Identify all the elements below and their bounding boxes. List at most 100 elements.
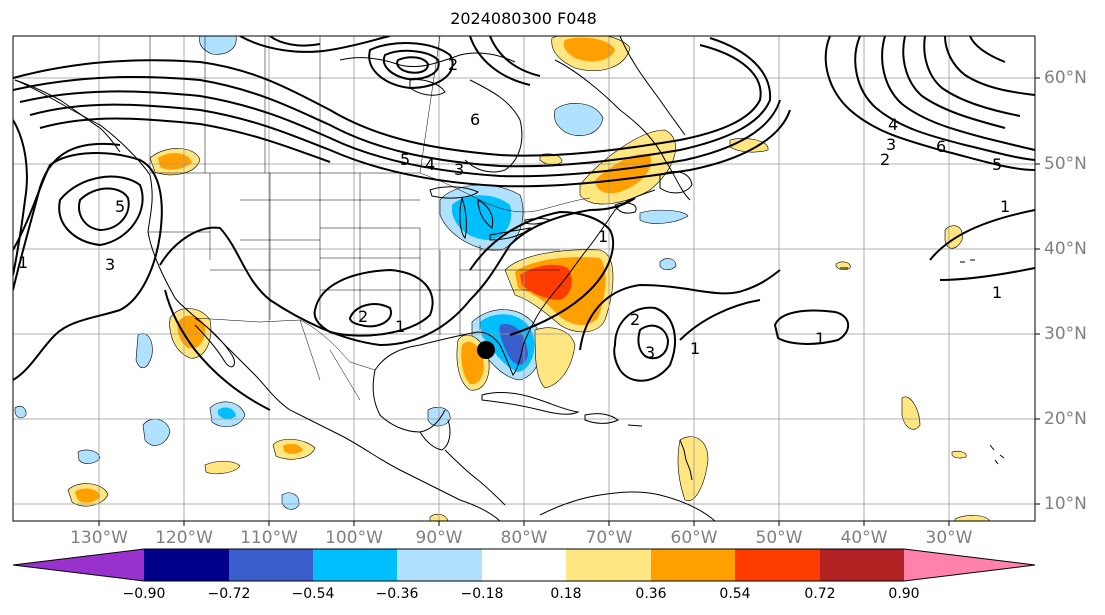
contour-label-group: 6 5 4 3 2 1 3 5 1 2 1 2 3 1 4 3 2 6 5 1 …	[18, 55, 1010, 362]
negative-patch-atlantic-1	[639, 209, 689, 224]
contour-label: 2	[358, 307, 368, 326]
lat-label: 30°N	[1044, 324, 1087, 344]
positive-patch-south-2	[954, 515, 991, 521]
contour-label: 5	[115, 197, 125, 216]
arctic-island-2	[409, 79, 446, 96]
lon-label: 130°W	[70, 528, 128, 548]
baja-coast	[194, 317, 235, 368]
greenland-west	[619, 36, 686, 136]
contour-ne-2	[854, 36, 1035, 161]
lon-label: 60°W	[670, 528, 718, 548]
contour-ne-3	[881, 36, 1035, 151]
contour-label: 4	[888, 115, 898, 134]
contour-ne-7	[969, 36, 1006, 63]
contour-ne-5	[923, 36, 1021, 117]
positive-patch-atlantic-4	[835, 261, 851, 271]
contour-se-low-2	[348, 303, 392, 328]
positive-patch-atlantic-7	[539, 153, 563, 165]
colorbar-bin	[144, 549, 229, 581]
contour-label: 6	[936, 137, 946, 156]
colorbar-tick-label: −0.90	[122, 586, 166, 602]
colorbar-tick-label: 0.54	[719, 586, 751, 602]
state-lines-central	[320, 173, 440, 320]
graticule	[13, 36, 1035, 521]
contour-arctic-low-3	[396, 56, 430, 74]
contour-label: 1	[992, 283, 1002, 302]
colorbar-bin	[735, 549, 820, 581]
contour-atl-low-2	[637, 324, 670, 360]
colorbar-bin	[397, 549, 482, 581]
colorbar-bin	[566, 549, 651, 581]
lesser-antilles	[679, 439, 693, 481]
lake-michigan	[459, 196, 467, 240]
contour-label: 3	[886, 135, 896, 154]
contour-atl-closed	[773, 309, 850, 345]
lon-label: 110°W	[240, 528, 298, 548]
alaska-panhandle	[14, 79, 121, 153]
colorbar-tick-label: −0.18	[460, 586, 504, 602]
contour-label: 1	[815, 329, 825, 348]
colorbar-bin	[820, 549, 904, 581]
contour-pac-3	[13, 119, 28, 276]
contour-atl-2	[679, 299, 761, 341]
cuba	[481, 392, 580, 415]
contour-label: 2	[448, 55, 458, 74]
contour-label: 2	[630, 310, 640, 329]
contour-lines	[13, 36, 1035, 411]
contour-label: 1	[18, 253, 28, 272]
negative-patch-pacific-2b	[218, 407, 236, 420]
contour-pac-2	[13, 142, 121, 291]
positive-patch-pacific-2	[204, 461, 241, 475]
lat-label: 40°N	[1044, 239, 1087, 259]
colorbar-tick-label: −0.36	[375, 586, 419, 602]
canada-provinces	[149, 36, 441, 174]
colorbar-tick-label: −0.54	[291, 586, 335, 602]
max-positive-anomaly-carolinas	[520, 264, 572, 300]
mexico-gulf-coast	[372, 369, 446, 433]
colorbar-bin	[651, 549, 735, 581]
contour-label: 3	[105, 255, 115, 274]
colorbar-tick-label: 0.18	[550, 586, 582, 602]
positive-patch-atlantic-5	[951, 450, 967, 459]
contour-label: 1	[598, 227, 608, 246]
contour-label: 1	[395, 317, 405, 336]
lat-label: 60°N	[1044, 68, 1087, 88]
lat-label: 50°N	[1044, 154, 1087, 174]
contour-arctic-2	[269, 36, 321, 47]
contour-label: 6	[470, 110, 480, 129]
contour-label: 5	[992, 155, 1002, 174]
contour-pac-1	[13, 152, 163, 381]
contour-ne-6	[944, 36, 1035, 96]
map-title: 2024080300 F048	[450, 9, 597, 28]
south-america-coast	[539, 491, 716, 521]
contour-jet-2	[13, 37, 772, 168]
central-america	[444, 449, 506, 506]
lake-superior	[429, 186, 479, 199]
contour-se-2	[469, 210, 615, 336]
axis-ticks	[98, 77, 1040, 526]
lon-label: 70°W	[585, 528, 633, 548]
lon-label: 100°W	[325, 528, 383, 548]
positive-patch-pacific-1b	[283, 443, 303, 454]
contour-jet-3	[19, 90, 781, 178]
contour-arctic-3	[469, 36, 531, 86]
negative-patch-west-edge	[14, 405, 27, 419]
negative-patch-atlantic-2	[659, 258, 677, 271]
contour-label: 1	[690, 339, 700, 358]
contour-atl-east-2	[939, 267, 1035, 281]
contour-east-1	[159, 197, 636, 347]
colorbar-bin	[229, 549, 313, 581]
negative-patch-pacific-4	[77, 449, 101, 464]
storm-center-marker	[477, 341, 495, 359]
gulf-coast	[374, 189, 656, 376]
contour-jet-4	[29, 103, 791, 188]
lon-label: 50°W	[755, 528, 803, 548]
contour-label: 3	[454, 160, 464, 179]
cape-verde	[989, 444, 1005, 465]
contour-label: 4	[425, 155, 435, 174]
positive-patch-atlantic-2	[677, 436, 709, 502]
contour-pac-low-1	[58, 175, 144, 247]
lat-label: 10°N	[1044, 494, 1087, 514]
contour-arctic-low-1	[368, 42, 454, 90]
